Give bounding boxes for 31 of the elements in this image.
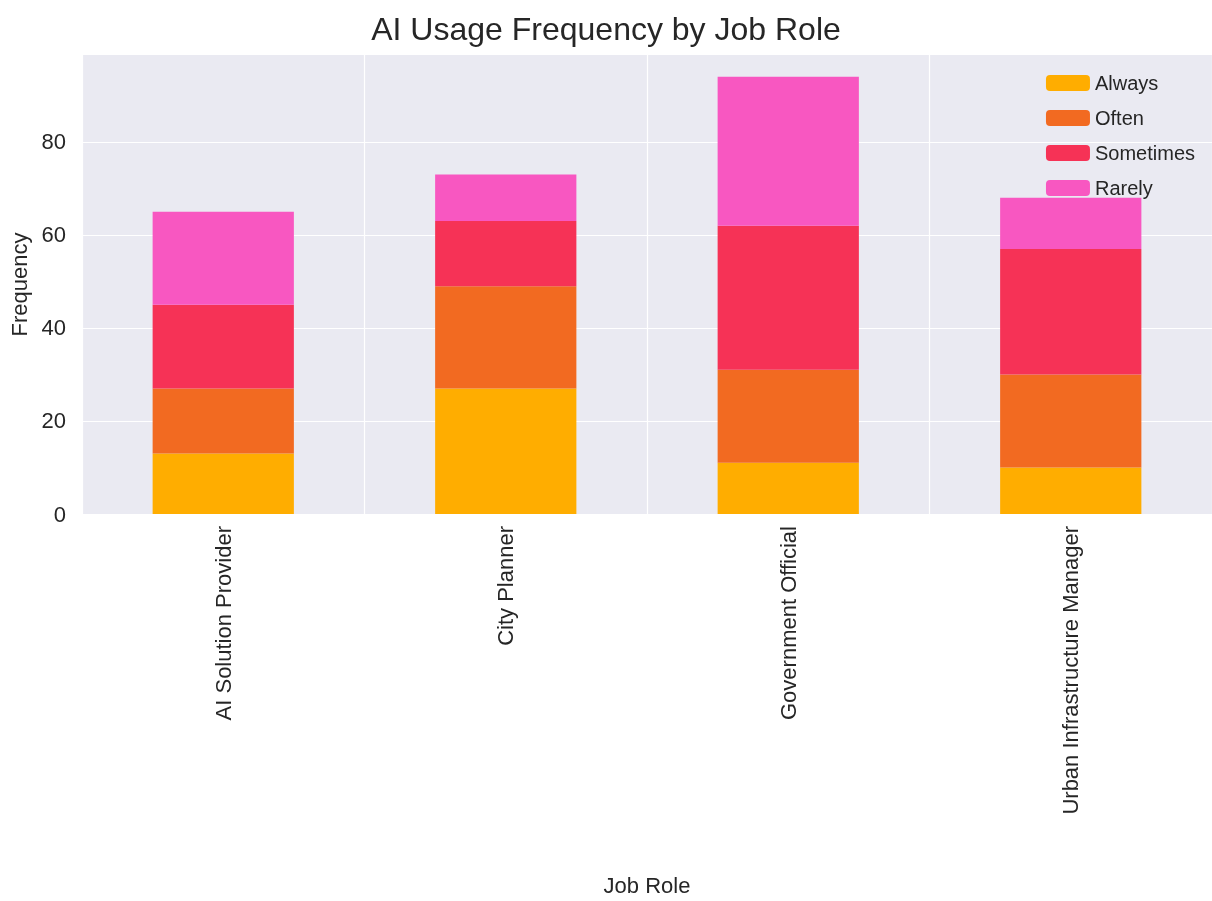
chart-title: AI Usage Frequency by Job Role xyxy=(371,11,841,47)
x-tick-label: City Planner xyxy=(493,526,519,646)
y-tick-label: 20 xyxy=(41,408,66,434)
bar xyxy=(435,388,577,514)
y-tick-label: 40 xyxy=(41,315,66,341)
y-tick-label: 60 xyxy=(41,222,66,248)
bar xyxy=(1000,374,1142,468)
x-tick-label: Government Official xyxy=(775,526,801,721)
bar xyxy=(435,174,577,222)
legend-label: Rarely xyxy=(1094,177,1153,199)
legend-label: Always xyxy=(1094,72,1159,94)
legend-label: Sometimes xyxy=(1094,142,1195,164)
bar xyxy=(717,369,859,463)
bar xyxy=(717,462,859,514)
y-tick-label: 0 xyxy=(53,501,66,527)
y-axis-title: Frequency xyxy=(7,232,33,337)
bar xyxy=(152,388,294,454)
bar xyxy=(717,76,859,226)
y-tick-label: 80 xyxy=(41,129,66,155)
bar xyxy=(1000,248,1142,375)
bar xyxy=(717,225,859,370)
bar xyxy=(152,453,294,514)
bar xyxy=(435,221,577,287)
bar xyxy=(152,304,294,389)
bar xyxy=(1000,467,1142,514)
x-axis-title: Job Role xyxy=(603,872,691,898)
bar xyxy=(435,286,577,389)
bar xyxy=(152,211,294,305)
x-tick-label: Urban Infrastructure Manager xyxy=(1058,526,1084,815)
x-tick-label: AI Solution Provider xyxy=(210,526,236,721)
legend-label: Often xyxy=(1094,107,1144,129)
